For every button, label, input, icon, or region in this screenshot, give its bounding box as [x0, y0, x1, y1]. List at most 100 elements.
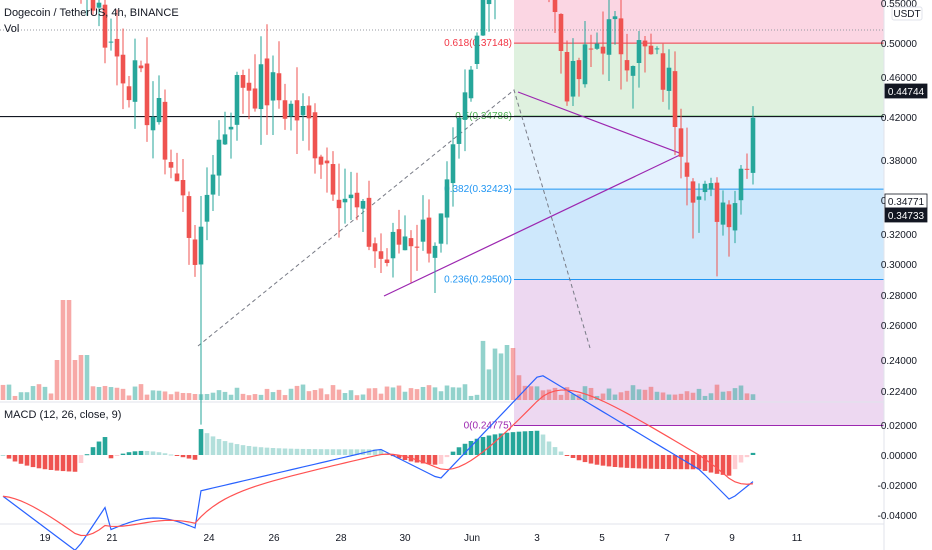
macd-histogram-bar	[696, 455, 702, 470]
candle-body	[420, 219, 426, 242]
candle-body	[276, 73, 282, 101]
fib-zone	[514, 116, 884, 190]
candle-body	[714, 182, 720, 222]
macd-histogram-bar	[186, 455, 192, 459]
volume-bar	[102, 385, 108, 400]
macd-histogram-bar	[180, 455, 186, 458]
volume-bar	[588, 387, 594, 400]
volume-bar	[402, 391, 408, 400]
volume-bar	[252, 394, 258, 400]
macd-histogram-bar	[570, 455, 576, 458]
volume-bar	[54, 360, 60, 400]
macd-histogram-bar	[402, 455, 408, 461]
macd-histogram-bar	[288, 448, 294, 455]
volume-bar	[450, 387, 456, 400]
candle-body	[426, 217, 432, 254]
volume-bar	[6, 384, 12, 400]
macd-histogram-bar	[204, 433, 210, 455]
macd-histogram-bar	[78, 455, 84, 464]
volume-bar	[654, 391, 660, 400]
macd-histogram-bar	[582, 455, 588, 463]
macd-histogram-bar	[96, 441, 102, 455]
volume-bar	[330, 385, 336, 400]
macd-histogram-bar	[744, 455, 750, 458]
macd-histogram-bar	[606, 455, 612, 467]
volume-bar	[366, 388, 372, 400]
macd-histogram-bar	[300, 448, 306, 455]
candle-body	[720, 202, 726, 225]
macd-histogram-bar	[150, 451, 156, 455]
macd-histogram-bar	[534, 430, 540, 455]
macd-histogram-bar	[228, 442, 234, 455]
macd-histogram-bar	[12, 455, 18, 462]
volume-bar	[414, 389, 420, 400]
candle-body	[186, 196, 192, 238]
volume-bar	[486, 369, 492, 400]
volume-bar	[540, 390, 546, 400]
currency-label: USDT	[893, 9, 920, 20]
volume-bar	[342, 393, 348, 400]
macd-histogram-bar	[588, 455, 594, 464]
candle-body	[366, 197, 372, 247]
volume-bar	[72, 360, 78, 400]
macd-histogram-bar	[564, 455, 570, 456]
macd-histogram-bar	[540, 434, 546, 455]
candle-body	[648, 45, 654, 55]
candle-body	[450, 144, 456, 184]
macd-histogram-bar	[192, 455, 198, 460]
volume-bar	[750, 394, 756, 400]
macd-histogram-bar	[282, 448, 288, 455]
macd-histogram-bar	[168, 454, 174, 456]
candle-body	[306, 105, 312, 119]
macd-histogram-bar	[378, 449, 384, 455]
price-tick-label: 0.50000	[881, 39, 918, 50]
candle-body	[354, 192, 360, 208]
volume-bar	[282, 395, 288, 400]
macd-histogram-bar	[648, 455, 654, 469]
candle-body	[168, 162, 174, 168]
candle-body	[282, 100, 288, 119]
candle-body	[438, 213, 444, 244]
candle-body	[378, 251, 384, 259]
candle-body	[240, 75, 246, 88]
volume-bar	[408, 388, 414, 400]
axes: 0.500000.460000.420000.380000.340000.320…	[39, 0, 928, 544]
volume-bar	[132, 386, 138, 400]
macd-histogram-bar	[312, 449, 318, 455]
candle-body	[132, 60, 138, 102]
macd-histogram-bar	[360, 449, 366, 455]
price-badge	[884, 83, 928, 99]
macd-histogram-bar	[492, 434, 498, 455]
candle-body	[696, 196, 702, 200]
macd-histogram-bar	[480, 436, 486, 455]
macd-histogram-bar	[54, 455, 60, 471]
fib-level-label: 0(0.24775)	[464, 420, 512, 431]
volume-bar	[456, 387, 462, 400]
signal-line	[2, 389, 754, 537]
macd-histogram-bar	[354, 449, 360, 455]
candle-body	[738, 168, 744, 201]
volume-bar	[24, 392, 30, 400]
macd-histogram-bar	[672, 455, 678, 470]
grid	[0, 0, 885, 550]
volume-bar	[156, 390, 162, 400]
macd-histogram-bar	[336, 449, 342, 455]
macd-histogram-bar	[276, 448, 282, 455]
candle-body	[660, 53, 666, 90]
macd-histogram-bar	[444, 455, 450, 458]
volume-bar	[492, 348, 498, 400]
volume-bar	[48, 393, 54, 400]
volume-bar	[216, 390, 222, 400]
volume-bar	[438, 391, 444, 400]
volume-bar	[426, 385, 432, 400]
x-tick-label: 26	[268, 533, 280, 544]
volume-bar	[66, 300, 72, 400]
candle-body	[408, 238, 414, 247]
volume-bar	[696, 388, 702, 400]
volume-bar	[270, 392, 276, 400]
volume-bar	[720, 391, 726, 400]
candle-body	[222, 134, 228, 145]
volume-bar	[384, 386, 390, 400]
price-badge	[884, 207, 928, 223]
volume-bar	[96, 386, 102, 400]
